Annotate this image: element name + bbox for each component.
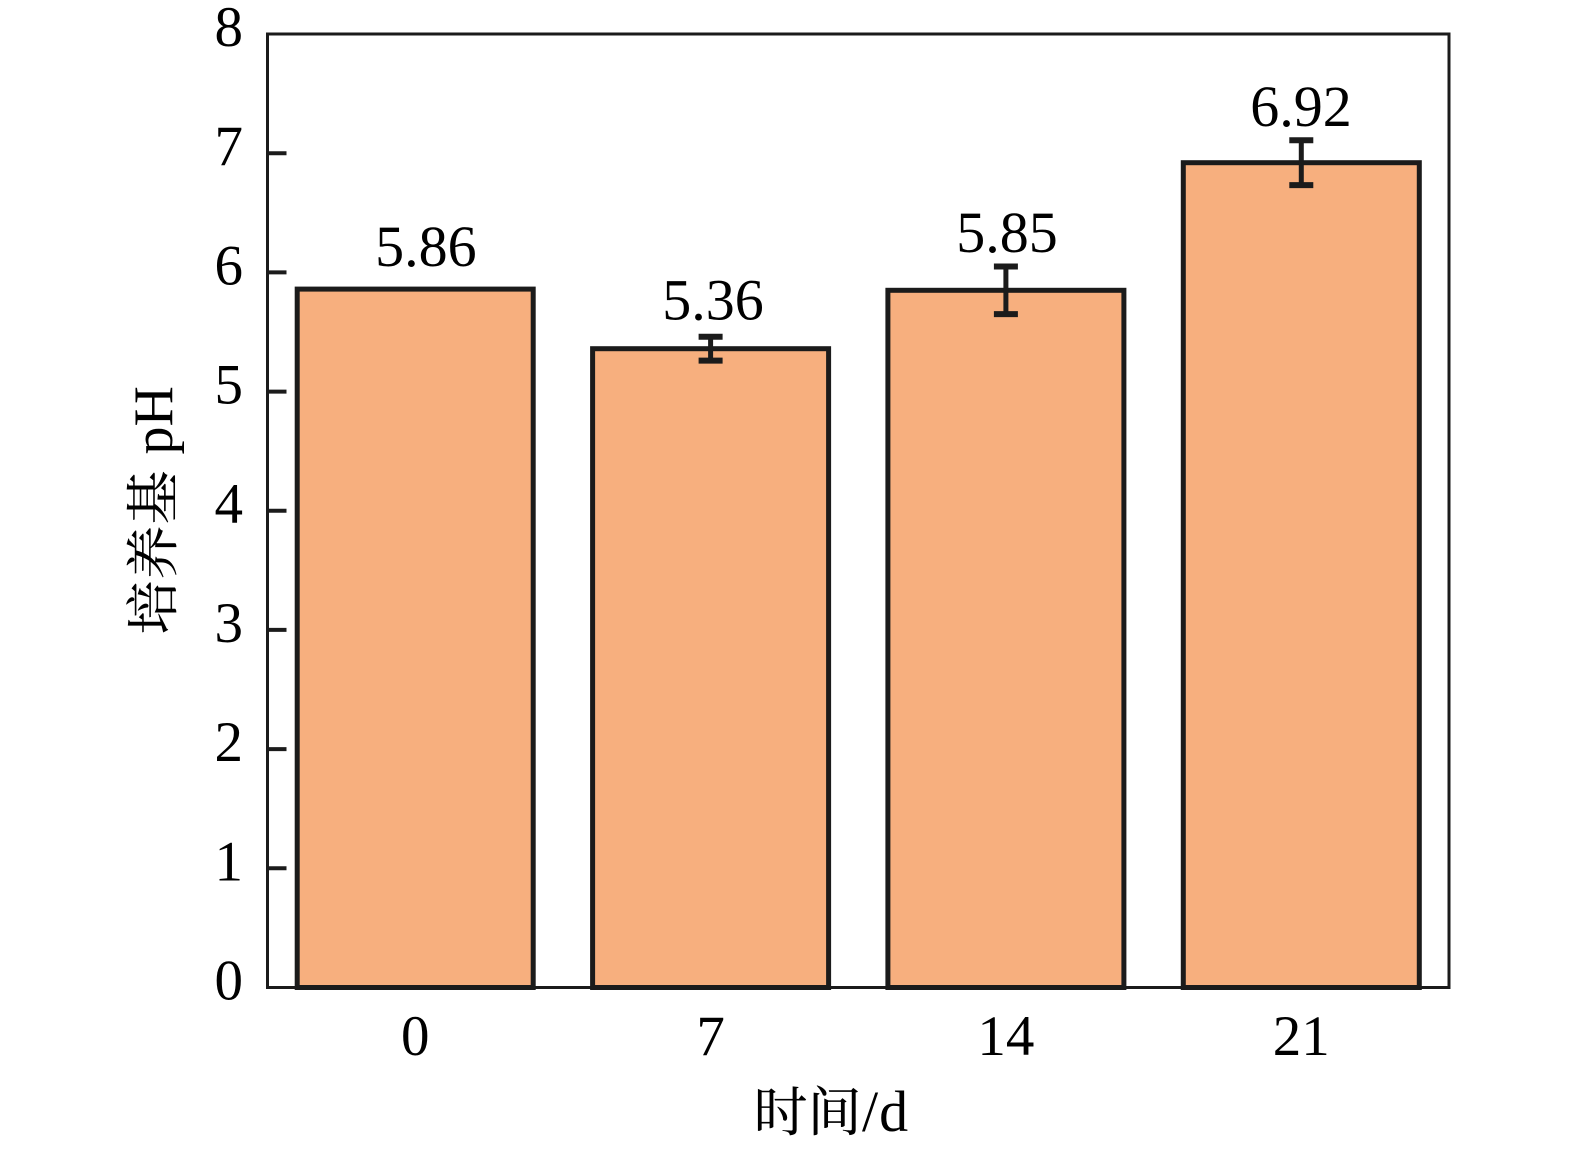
- svg-text:5.86: 5.86: [375, 214, 477, 279]
- svg-text:5.36: 5.36: [662, 268, 764, 333]
- svg-text:4: 4: [215, 473, 244, 536]
- svg-text:0: 0: [215, 950, 244, 1013]
- svg-text:3: 3: [215, 592, 244, 655]
- svg-text:0: 0: [401, 1005, 430, 1068]
- svg-text:pH: pH: [123, 386, 185, 454]
- svg-text:7: 7: [696, 1005, 725, 1068]
- svg-text:/d: /d: [862, 1079, 909, 1144]
- svg-text:7: 7: [215, 115, 244, 178]
- svg-text:6.92: 6.92: [1250, 74, 1352, 139]
- svg-text:8: 8: [215, 0, 244, 59]
- svg-text:5.85: 5.85: [956, 200, 1058, 265]
- svg-text:1: 1: [215, 830, 244, 893]
- svg-text:14: 14: [977, 1005, 1034, 1068]
- svg-text:2: 2: [215, 711, 244, 774]
- svg-text:6: 6: [215, 234, 244, 297]
- svg-text:5: 5: [215, 354, 244, 417]
- svg-text:21: 21: [1273, 1005, 1330, 1068]
